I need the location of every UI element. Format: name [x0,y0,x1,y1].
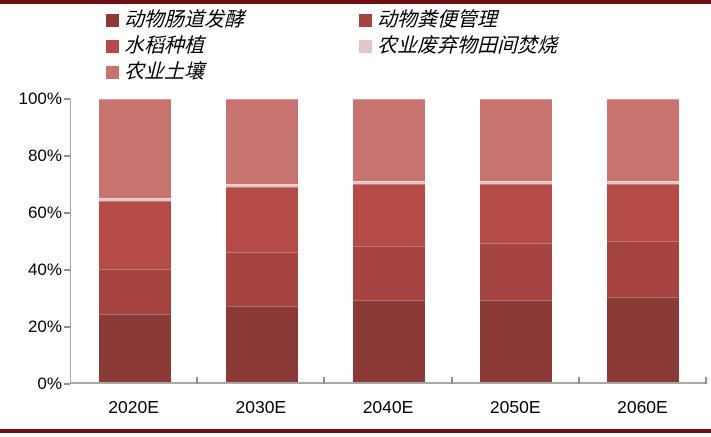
x-tick-label: 2030E [235,397,287,417]
bar-segment-农业废弃物田间焚烧 [352,181,425,184]
x-tick-mark [196,377,199,384]
x-tick-mark [577,377,580,384]
bar [606,99,679,382]
legend-item: 农业土壤 [106,61,359,83]
bar-segment-动物肠道发酵 [479,299,552,382]
top-rule [0,0,711,4]
x-tick-label: 2040E [362,397,414,417]
bar-slot [579,99,706,382]
bottom-rule [0,429,711,433]
legend-item: 水稻种植 [106,35,359,57]
bar-segment-水稻种植 [98,200,171,269]
y-tick-mark [64,383,70,385]
bar [479,99,552,382]
x-axis: 2020E 2030E 2040E 2050E 2060E [70,396,706,418]
bar-segment-水稻种植 [606,183,679,241]
bar-segment-农业废弃物田间焚烧 [606,181,679,184]
bar-segment-农业土壤 [352,99,425,182]
legend-label: 农业废弃物田间焚烧 [377,35,557,57]
y-tick-mark [64,269,70,271]
y-tick-mark [64,326,70,328]
bar-segment-水稻种植 [479,183,552,244]
y-tick-mark [64,155,70,157]
legend-swatch [359,13,372,27]
bar-segment-动物肠道发酵 [352,299,425,382]
legend-label: 农业土壤 [124,61,204,83]
x-tick-mark [705,377,707,384]
y-tick-mark [64,98,70,100]
chart-legend: 动物肠道发酵 动物粪便管理水稻种植 农业废弃物田间焚烧农业土壤 [106,9,557,83]
x-tick-label: 2060E [617,397,668,417]
bar-segment-动物肠道发酵 [98,314,171,382]
legend-swatch [106,13,119,27]
bar-segment-农业土壤 [606,99,679,182]
bar [352,99,425,382]
y-tick-label: 40% [27,260,62,279]
legend-label: 动物粪便管理 [377,9,497,31]
legend-label: 动物肠道发酵 [124,9,244,31]
legend-item: 动物肠道发酵 [106,9,359,31]
legend-swatch [106,39,119,53]
bar-segment-动物肠道发酵 [225,305,298,382]
y-axis: 0% 20% 40% 60% 80% 100% [0,0,70,437]
legend-swatch [106,65,119,79]
legend-item: 动物粪便管理 [359,9,557,31]
bar-segment-水稻种植 [225,186,298,252]
bar [98,99,171,382]
bar [225,99,298,382]
y-tick-label: 60% [27,203,62,222]
y-tick-label: 20% [27,317,62,336]
bar-segment-动物粪便管理 [606,240,679,298]
bar-segment-动物粪便管理 [98,268,171,315]
y-tick-label: 0% [37,374,62,393]
bar-segment-农业土壤 [225,99,298,184]
bar-segment-动物粪便管理 [352,246,425,300]
legend-item: 农业废弃物田间焚烧 [359,35,557,57]
bar-slot [325,99,452,382]
bar-segment-动物肠道发酵 [606,297,679,382]
y-tick-label: 100% [18,89,62,108]
x-tick-mark [323,377,326,384]
plot-area [70,99,706,384]
bar-segment-农业废弃物田间焚烧 [479,181,552,184]
legend-label: 水稻种植 [124,35,204,57]
bar-segment-农业废弃物田间焚烧 [98,198,171,201]
bar-segment-动物粪便管理 [479,243,552,300]
bar-slot [71,99,198,382]
bar-segment-动物粪便管理 [225,251,298,306]
bar-segment-农业废弃物田间焚烧 [225,183,298,187]
y-tick-mark [64,212,70,214]
x-tick-label: 2050E [489,397,541,417]
x-tick-mark [450,377,453,384]
bar-slot [452,99,579,382]
bar-segment-农业土壤 [479,99,552,182]
bar-segment-水稻种植 [352,183,425,247]
bar-slot [198,99,325,382]
bar-segment-农业土壤 [98,99,171,199]
legend-swatch [359,39,372,53]
x-tick-label: 2020E [108,397,159,417]
y-tick-label: 80% [27,146,62,165]
